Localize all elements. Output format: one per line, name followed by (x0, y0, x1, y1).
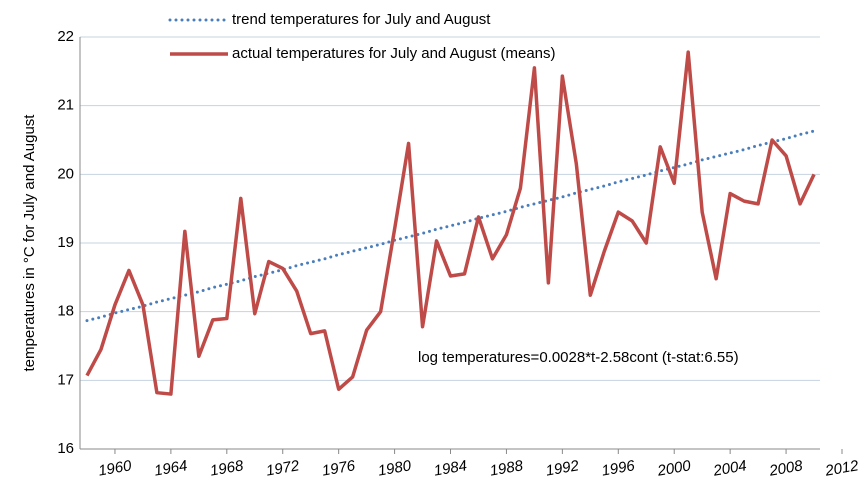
y-tick-label: 16 (57, 440, 74, 457)
legend-label: trend temperatures for July and August (232, 11, 491, 28)
data-line (85, 50, 816, 396)
y-tick-label: 21 (57, 97, 74, 114)
x-tick-label: 2008 (767, 457, 804, 480)
y-tick-label: 22 (57, 28, 74, 45)
x-tick-label: 1980 (377, 457, 413, 480)
annotation: log temperatures=0.0028*t-2.58cont (t-st… (418, 349, 739, 366)
x-tick-label: 1976 (321, 457, 357, 480)
x-tick-label: 2004 (711, 457, 748, 480)
x-tick-label: 1984 (433, 457, 469, 480)
y-axis-label: temperatures in °C for July and August (21, 114, 38, 372)
x-tick-label: 1972 (265, 457, 301, 480)
x-tick-label: 2012 (823, 457, 858, 480)
y-tick-label: 17 (57, 371, 74, 388)
y-tick-label: 20 (57, 165, 74, 182)
legend-label: actual temperatures for July and August … (232, 45, 556, 62)
y-tick-label: 19 (57, 234, 74, 251)
x-tick-label: 1968 (209, 457, 245, 480)
x-tick-label: 1992 (544, 457, 580, 480)
y-tick-label: 18 (57, 303, 74, 320)
x-tick-label: 1964 (153, 457, 189, 480)
trend-line (85, 129, 816, 323)
x-tick-label: 1960 (97, 457, 133, 480)
x-tick-label: 1996 (600, 457, 636, 480)
x-tick-label: 2000 (655, 457, 692, 480)
x-tick-label: 1988 (488, 457, 524, 480)
